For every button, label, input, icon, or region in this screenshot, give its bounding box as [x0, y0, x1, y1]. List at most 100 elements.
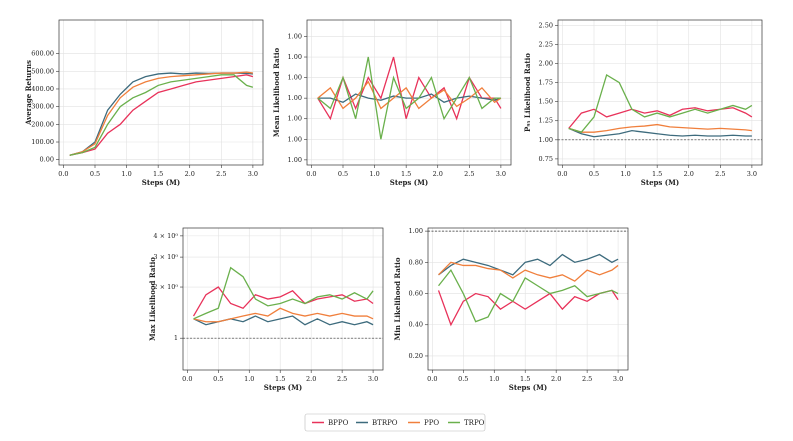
- y-tick-label: 4 × 10⁰: [153, 232, 178, 240]
- x-tick-label: 3.0: [613, 375, 623, 383]
- x-tick-label: 2.5: [216, 170, 226, 178]
- x-axis-label: Steps (M): [142, 178, 180, 187]
- x-tick-label: 1.0: [121, 170, 131, 178]
- plot-area: [59, 20, 263, 165]
- y-tick-label: 100.00: [31, 138, 54, 146]
- y-tick-label: 500.00: [31, 67, 54, 75]
- x-tick-label: 0.5: [213, 375, 223, 383]
- y-axis-label: P₉₅ Likelihood Ratio: [523, 53, 532, 132]
- x-tick-label: 3.0: [496, 170, 506, 178]
- x-axis-label: Steps (M): [641, 178, 679, 187]
- series-line: [568, 107, 753, 129]
- y-tick-label: 1.00: [288, 53, 302, 61]
- plot-frame: [427, 227, 629, 371]
- x-tick-label: 2.0: [551, 375, 561, 383]
- series-line: [568, 127, 752, 138]
- series-line: [317, 56, 501, 140]
- plot-frame: [557, 19, 763, 166]
- x-axis-label: Steps (M): [390, 178, 428, 187]
- series-line: [568, 123, 752, 133]
- x-tick-label: 0.0: [557, 170, 567, 178]
- x-tick-label: 2.0: [433, 170, 443, 178]
- x-tick-label: 1.5: [652, 170, 662, 178]
- x-tick-label: 3.0: [747, 170, 757, 178]
- series-line: [69, 74, 254, 156]
- legend-box: [304, 413, 486, 432]
- x-tick-label: 1.5: [401, 170, 411, 178]
- y-tick-label: 1.00: [288, 135, 302, 143]
- series-line: [568, 73, 753, 133]
- x-tick-label: 0.5: [589, 170, 599, 178]
- legend-label: BPPO: [328, 419, 349, 427]
- y-tick-label: 600.00: [31, 50, 54, 58]
- series-line: [193, 307, 374, 323]
- y-tick-label: 1: [174, 334, 178, 342]
- chart: 0.75 1.00 1.25 1.50 1.75 2.00 2.25 2.50 0.0 0.5 1.…: [523, 19, 763, 187]
- plot-frame: [182, 227, 384, 371]
- x-tick-label: 1.5: [520, 375, 530, 383]
- y-tick-label: 2.50: [539, 21, 553, 29]
- y-tick-label: 400.00: [31, 85, 54, 93]
- legend-label: BTRPO: [372, 419, 398, 427]
- x-tick-label: 2.5: [582, 375, 592, 383]
- y-tick-label: 1.00: [288, 115, 302, 123]
- x-tick-label: 3.0: [248, 170, 258, 178]
- y-tick-label: 1.00: [539, 136, 553, 144]
- x-tick-label: 0.5: [458, 375, 468, 383]
- legend-label: PPO: [424, 419, 439, 427]
- x-tick-label: 1.0: [244, 375, 254, 383]
- series-line: [438, 268, 619, 323]
- chart: 0.00 100.00 200.00 300.00 400.00 500.00 600.00…: [24, 19, 264, 187]
- y-tick-label: 0.40: [409, 321, 423, 329]
- x-tick-label: 1.5: [153, 170, 163, 178]
- legend-label: TRPO: [464, 419, 485, 427]
- x-tick-label: 0.0: [182, 375, 192, 383]
- y-tick-label: 200.00: [31, 120, 54, 128]
- series-line: [193, 266, 374, 320]
- y-tick-label: 3 × 10⁰: [153, 253, 178, 261]
- x-tick-label: 1.5: [275, 375, 285, 383]
- x-tick-label: 2.0: [306, 375, 316, 383]
- x-tick-label: 2.5: [715, 170, 725, 178]
- y-axis-label: Mean Likelihood Ratio: [272, 48, 281, 138]
- x-tick-label: 2.0: [185, 170, 195, 178]
- plot-area: [558, 20, 762, 165]
- y-tick-label: 0.00: [40, 156, 54, 164]
- plot-area: [428, 228, 628, 370]
- y-tick-label: 1.00: [288, 74, 302, 82]
- chart: 0.20 0.40 0.60 0.80 1.00 0.0 0.5 1.0 1.5 2.0 2.5 3.…: [393, 227, 629, 392]
- y-tick-label: 2 × 10⁰: [153, 283, 178, 291]
- x-tick-label: 3.0: [368, 375, 378, 383]
- plot-frame: [306, 19, 512, 166]
- y-tick-label: 300.00: [31, 103, 54, 111]
- y-tick-label: 1.00: [288, 156, 302, 164]
- x-axis-label: Steps (M): [509, 383, 547, 392]
- y-tick-label: 1.75: [539, 79, 553, 87]
- legend: BPPO BTRPO PPO TRPO: [304, 413, 486, 432]
- chart: 1.00 1.00 1.00 1.00 1.00 1.00 1.00 0.0 0.5 1.0 1.5…: [272, 19, 512, 187]
- x-tick-label: 2.0: [684, 170, 694, 178]
- y-tick-label: 2.25: [539, 40, 553, 48]
- y-tick-label: 0.80: [409, 258, 423, 266]
- x-tick-label: 1.0: [620, 170, 630, 178]
- series-line: [437, 289, 619, 327]
- y-axis-label: Max Likelihood Ratio: [148, 257, 157, 341]
- series-line: [192, 286, 374, 317]
- chart: 1 2 × 10⁰ 3 × 10⁰ 4 × 10⁰ 0.0 0.5 1.0 1.5 2.0 2.5…: [148, 227, 384, 392]
- x-tick-label: 0.5: [90, 170, 100, 178]
- x-tick-label: 1.0: [489, 375, 499, 383]
- series-line: [69, 71, 253, 156]
- x-tick-label: 0.5: [338, 170, 348, 178]
- y-tick-label: 1.50: [539, 98, 553, 106]
- x-tick-label: 1.0: [369, 170, 379, 178]
- y-tick-label: 0.20: [409, 352, 423, 360]
- plot-frame: [58, 19, 264, 166]
- y-axis-label: Min Likelihood Ratio: [393, 257, 402, 340]
- x-tick-label: 2.5: [464, 170, 474, 178]
- y-tick-label: 2.00: [539, 60, 553, 68]
- y-tick-label: 0.60: [409, 290, 423, 298]
- plot-area: [183, 228, 383, 370]
- y-tick-label: 1.00: [288, 32, 302, 40]
- y-tick-label: 1.00: [288, 94, 302, 102]
